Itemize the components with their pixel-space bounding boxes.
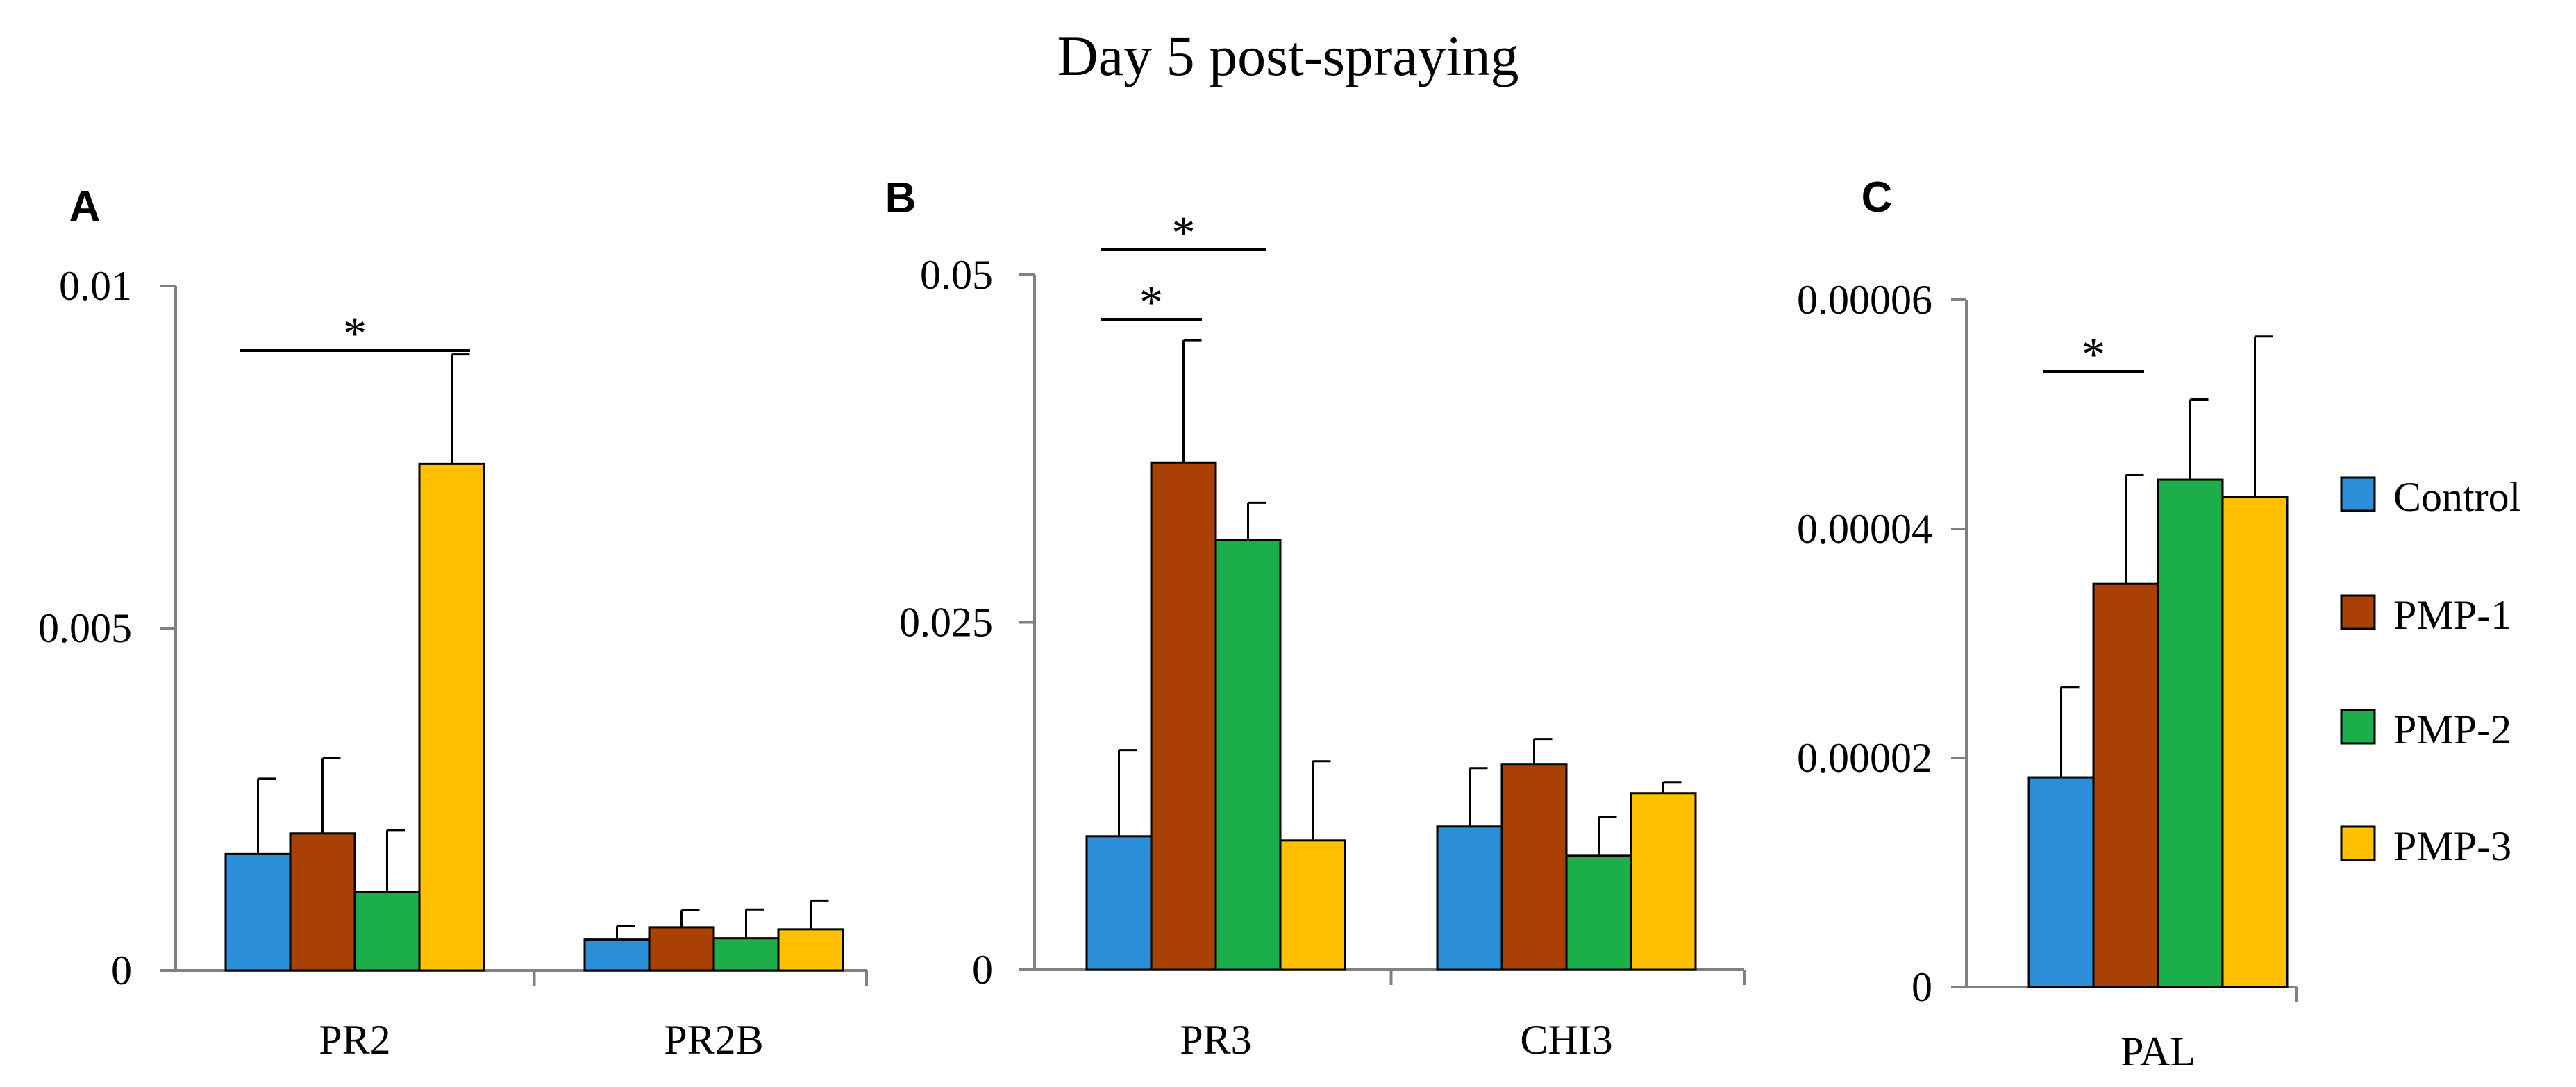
bar-control-chi3 — [1436, 825, 1503, 971]
y-tick-label: 0 — [1912, 964, 1932, 1010]
figure-title: Day 5 post-spraying — [1057, 24, 1519, 87]
y-tick-label: 0.00006 — [1797, 277, 1932, 323]
bar-pmp-1-chi3 — [1500, 763, 1568, 971]
chart-panel-a: A 0 0.005 0.01 PR2 PR2B * — [38, 183, 868, 1063]
panel-label: B — [885, 174, 917, 222]
panel-label: C — [1862, 174, 1893, 221]
legend-swatch-pmp-1 — [2340, 594, 2376, 630]
panel-label: A — [69, 183, 101, 230]
bar-pmp-3-chi3 — [1630, 792, 1697, 971]
significance-star: * — [2082, 328, 2105, 380]
y-tick-label: 0.00004 — [1797, 506, 1932, 552]
x-tick-label: PR2B — [664, 1017, 763, 1063]
y-tick-label: 0.005 — [38, 605, 132, 651]
bar-pmp-2-pal — [2157, 478, 2224, 988]
legend-swatch-pmp-3 — [2340, 825, 2376, 861]
bar-pmp-2-pr2b — [712, 937, 780, 972]
bar-pmp-2-pr3 — [1214, 539, 1282, 971]
y-tick-label: 0.025 — [899, 600, 993, 646]
y-tick-label: 0.05 — [920, 252, 993, 298]
y-tick-label: 0 — [972, 947, 993, 993]
bar-pmp-1-pal — [2092, 582, 2159, 988]
bar-pmp-3-pr2b — [777, 928, 844, 972]
bar-control-pr3 — [1085, 835, 1153, 971]
bar-pmp-1-pr3 — [1150, 461, 1217, 971]
legend-label-pmp-1: PMP-1 — [2393, 592, 2511, 638]
x-tick-label: PAL — [2121, 1029, 2196, 1075]
x-tick-label: PR3 — [1180, 1017, 1251, 1063]
legend: Control PMP-1 PMP-2 PMP-3 — [2340, 474, 2520, 869]
bar-pmp-2-pr2 — [353, 891, 421, 972]
significance-star: * — [1139, 276, 1163, 328]
bar-control-pr2 — [224, 852, 292, 972]
bar-control-pr2b — [583, 938, 651, 972]
significance-star: * — [343, 307, 367, 360]
y-tick-label: 0.01 — [59, 263, 132, 309]
legend-swatch-control — [2340, 476, 2376, 512]
bar-pmp-1-pr2 — [289, 832, 356, 972]
bar-pmp-3-pr3 — [1279, 839, 1346, 971]
chart-panel-c: C 0 0.00002 0.00004 0.00006 PAL * — [1797, 174, 2298, 1075]
legend-label-pmp-2: PMP-2 — [2393, 707, 2511, 752]
legend-label-control: Control — [2393, 474, 2520, 520]
y-tick-label: 0.00002 — [1797, 735, 1932, 781]
y-tick-label: 0 — [111, 947, 132, 993]
bar-control-pal — [2027, 776, 2095, 988]
bar-pmp-3-pal — [2221, 496, 2289, 988]
legend-swatch-pmp-2 — [2340, 709, 2376, 745]
bar-pmp-3-pr2 — [418, 462, 485, 972]
bar-pmp-2-chi3 — [1565, 854, 1632, 971]
significance-star: * — [1172, 206, 1196, 259]
x-tick-label: CHI3 — [1520, 1017, 1612, 1063]
legend-label-pmp-3: PMP-3 — [2393, 823, 2511, 869]
bar-pmp-1-pr2b — [648, 926, 715, 972]
x-tick-label: PR2 — [319, 1017, 390, 1063]
chart-panel-b: B 0 0.025 0.05 PR3 CHI3 ** — [885, 174, 1746, 1063]
